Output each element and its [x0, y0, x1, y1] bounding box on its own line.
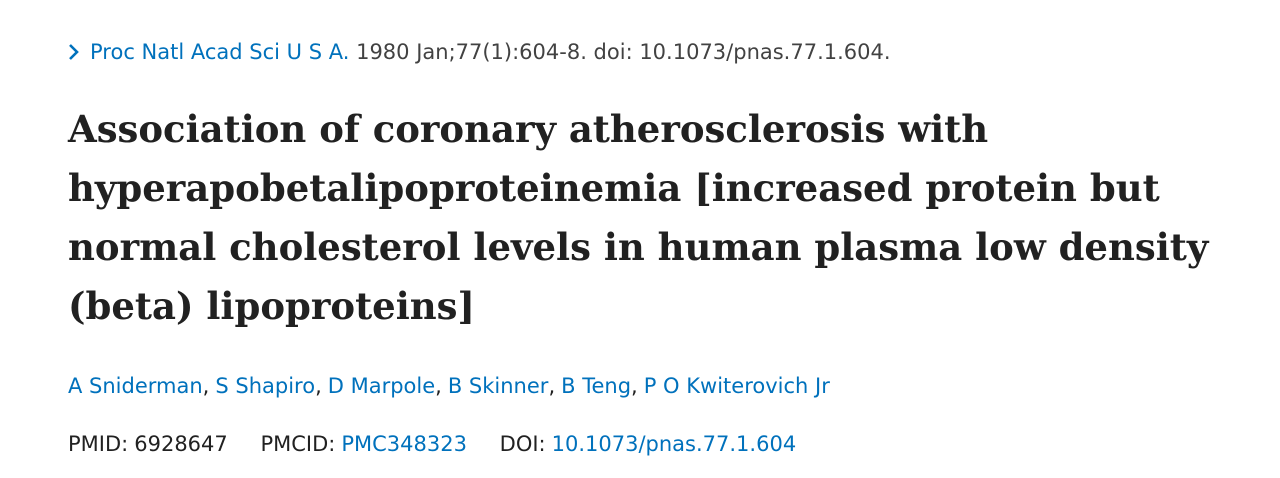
author-link[interactable]: P O Kwiterovich Jr	[643, 374, 830, 398]
doi-link[interactable]: 10.1073/pnas.77.1.604	[551, 432, 797, 456]
citation: Proc Natl Acad Sci U S A. 1980 Jan;77(1)…	[68, 37, 891, 67]
doi-label: DOI:	[499, 432, 546, 456]
author-link[interactable]: S Shapiro	[215, 374, 316, 398]
chevron-icon	[69, 44, 79, 60]
author-link[interactable]: B Teng	[561, 374, 632, 398]
pmid: 6928647	[134, 432, 228, 456]
author-link[interactable]: D Marpole	[327, 374, 436, 398]
author-separator: ,	[631, 374, 638, 398]
author-separator: ,	[315, 374, 322, 398]
author-link[interactable]: A Sniderman	[68, 374, 203, 398]
author-separator: ,	[548, 374, 556, 398]
pmcid-link[interactable]: PMC348323	[341, 432, 467, 456]
citation-details: 1980 Jan;77(1):604-8. doi: 10.1073/pnas.…	[356, 40, 891, 64]
journal-link[interactable]: Proc Natl Acad Sci U S A.	[90, 40, 350, 64]
author-link[interactable]: B Skinner	[447, 374, 549, 398]
pmid-label: PMID:	[68, 432, 129, 456]
article-title: Association of coronary atherosclerosis …	[68, 107, 1209, 328]
pmcid-label: PMCID:	[260, 432, 336, 456]
author-list: A Sniderman, S Shapiro, D Marpole, B Skinne…	[68, 371, 830, 401]
author-separator: ,	[202, 374, 210, 398]
author-separator: ,	[435, 374, 442, 398]
identifiers: PMID: 6928647 PMCID: PMC348323 DOI: 10.1073…	[68, 429, 822, 459]
